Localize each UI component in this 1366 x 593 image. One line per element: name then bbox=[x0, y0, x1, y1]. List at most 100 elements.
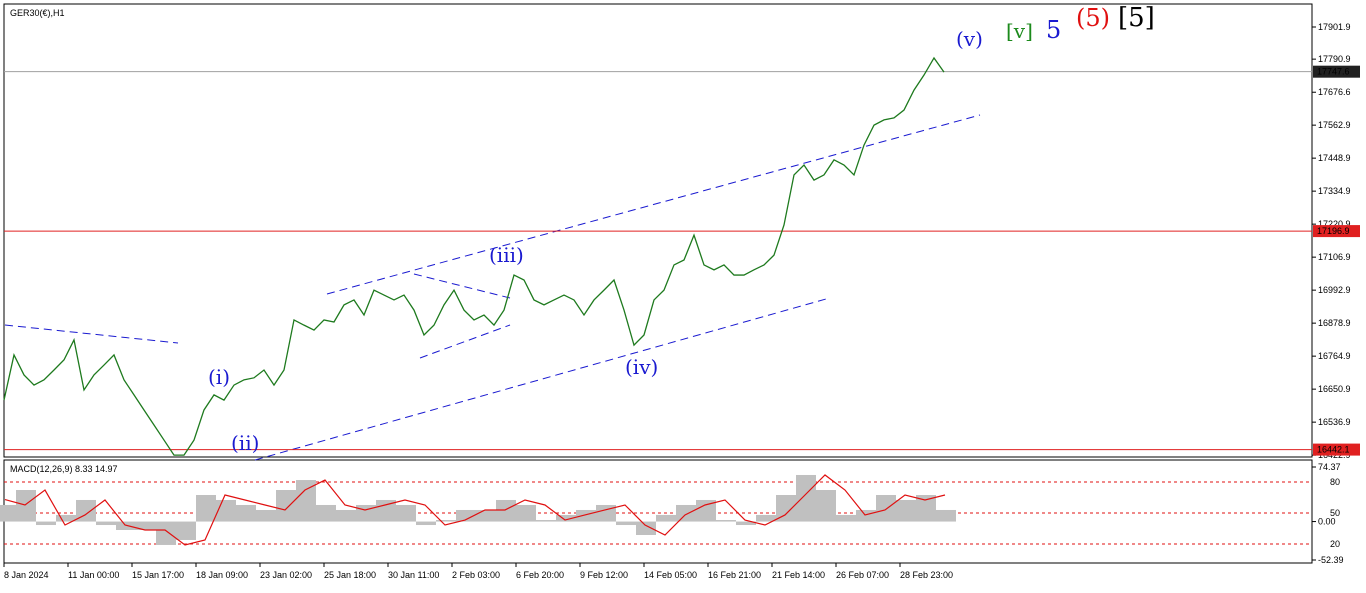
macd-bar bbox=[0, 504, 16, 522]
y-tick-label: 16992.9 bbox=[1318, 285, 1351, 295]
macd-bar bbox=[56, 514, 76, 522]
macd-bar bbox=[336, 509, 356, 522]
level-label: 17196.9 bbox=[1317, 226, 1350, 236]
trendline bbox=[413, 273, 511, 299]
macd-bar bbox=[476, 509, 496, 522]
macd-bar bbox=[916, 495, 936, 522]
macd-bar bbox=[516, 504, 536, 522]
wave-label: (iv) bbox=[625, 355, 658, 379]
x-tick-label: 14 Feb 05:00 bbox=[644, 570, 697, 580]
level-box bbox=[1313, 443, 1360, 456]
price-panel bbox=[3, 3, 1313, 458]
x-tick-label: 28 Feb 23:00 bbox=[900, 570, 953, 580]
macd-bar bbox=[736, 521, 756, 526]
y2-tick-label: 50 bbox=[1330, 508, 1340, 518]
y-tick-label: 17106.9 bbox=[1318, 252, 1351, 262]
y-tick-label: 16764.9 bbox=[1318, 351, 1351, 361]
y-tick-label: 16650.9 bbox=[1318, 384, 1351, 394]
x-tick-label: 2 Feb 03:00 bbox=[452, 570, 500, 580]
wave-label: (ii) bbox=[231, 431, 259, 455]
x-tick-label: 26 Feb 07:00 bbox=[836, 570, 889, 580]
macd-bar bbox=[496, 499, 516, 522]
macd-bar bbox=[456, 509, 476, 522]
y-tick-label: 17676.6 bbox=[1318, 87, 1351, 97]
macd-bar bbox=[536, 520, 556, 522]
current-price-box bbox=[1313, 65, 1360, 78]
y-tick-label: 16878.9 bbox=[1318, 318, 1351, 328]
macd-bar bbox=[316, 504, 336, 522]
y2-tick-label: 80 bbox=[1330, 477, 1340, 487]
y2-tick-label: 20 bbox=[1330, 539, 1340, 549]
macd-bar bbox=[76, 499, 96, 522]
macd-bar bbox=[136, 521, 156, 531]
macd-bar bbox=[936, 509, 956, 522]
macd-bar bbox=[636, 521, 656, 535]
macd-bar bbox=[796, 474, 816, 522]
y-tick-label: 74.37 bbox=[1318, 462, 1341, 472]
y-tick-label: 17334.9 bbox=[1318, 186, 1351, 196]
y-tick-label: 16536.9 bbox=[1318, 417, 1351, 427]
wave-label: (v) bbox=[956, 27, 983, 51]
wave-label: [5] bbox=[1118, 3, 1155, 33]
y-tick-label: 0.00 bbox=[1318, 517, 1336, 527]
price-line bbox=[3, 56, 945, 456]
chart-title: GER30(€),H1 bbox=[10, 8, 65, 18]
macd-bar bbox=[576, 509, 596, 522]
trendline bbox=[254, 298, 827, 461]
macd-bar bbox=[236, 504, 256, 522]
macd-bar bbox=[596, 504, 616, 522]
macd-bar bbox=[436, 520, 456, 522]
y-tick-label: -52.39 bbox=[1318, 555, 1344, 565]
x-tick-label: 23 Jan 02:00 bbox=[260, 570, 312, 580]
macd-bar bbox=[896, 499, 916, 522]
macd-bar bbox=[276, 490, 296, 522]
x-tick-label: 6 Feb 20:00 bbox=[516, 570, 564, 580]
macd-bar bbox=[416, 521, 436, 526]
wave-label: [v] bbox=[1006, 19, 1033, 43]
y-tick-label: 17562.9 bbox=[1318, 120, 1351, 130]
macd-bar bbox=[776, 495, 796, 522]
signal-line bbox=[4, 474, 946, 546]
macd-bar bbox=[196, 495, 216, 522]
macd-bar bbox=[36, 521, 56, 526]
macd-bar bbox=[656, 514, 676, 522]
x-tick-label: 30 Jan 11:00 bbox=[388, 570, 439, 580]
macd-bar bbox=[256, 509, 276, 522]
macd-bar bbox=[296, 480, 316, 522]
macd-bar bbox=[176, 521, 196, 540]
y-tick-label: 17220.9 bbox=[1318, 219, 1351, 229]
macd-title: MACD(12,26,9) 8.33 14.97 bbox=[10, 464, 118, 474]
y-tick-label: 17448.9 bbox=[1318, 153, 1351, 163]
macd-bar bbox=[616, 521, 636, 526]
y-tick-label: 17790.9 bbox=[1318, 54, 1351, 64]
macd-bar bbox=[96, 521, 116, 526]
macd-bar bbox=[856, 509, 876, 522]
x-tick-label: 16 Feb 21:00 bbox=[708, 570, 761, 580]
macd-bar bbox=[676, 504, 696, 522]
x-tick-label: 21 Feb 14:00 bbox=[772, 570, 825, 580]
trendline bbox=[419, 324, 511, 359]
current-price-label: 17747.6 bbox=[1317, 67, 1350, 77]
x-tick-label: 25 Jan 18:00 bbox=[324, 570, 376, 580]
macd-bar bbox=[396, 504, 416, 522]
macd-bar bbox=[716, 520, 736, 522]
wave-label: 5 bbox=[1046, 16, 1061, 44]
macd-bar bbox=[816, 490, 836, 522]
wave-label: (iii) bbox=[489, 243, 524, 267]
macd-bar bbox=[696, 499, 716, 522]
wave-label: (i) bbox=[208, 365, 230, 389]
wave-label: (5) bbox=[1076, 4, 1110, 32]
x-tick-label: 18 Jan 09:00 bbox=[196, 570, 248, 580]
level-box bbox=[1313, 225, 1360, 238]
trendlines bbox=[4, 114, 981, 461]
macd-bar bbox=[836, 514, 856, 522]
x-tick-label: 8 Jan 2024 bbox=[4, 570, 49, 580]
x-tick-label: 9 Feb 12:00 bbox=[580, 570, 628, 580]
level-label: 16442.1 bbox=[1317, 445, 1350, 455]
x-tick-label: 11 Jan 00:00 bbox=[68, 570, 119, 580]
macd-bar bbox=[216, 499, 236, 522]
x-tick-label: 15 Jan 17:00 bbox=[132, 570, 184, 580]
macd-bar bbox=[876, 495, 896, 522]
trendline bbox=[4, 324, 179, 344]
